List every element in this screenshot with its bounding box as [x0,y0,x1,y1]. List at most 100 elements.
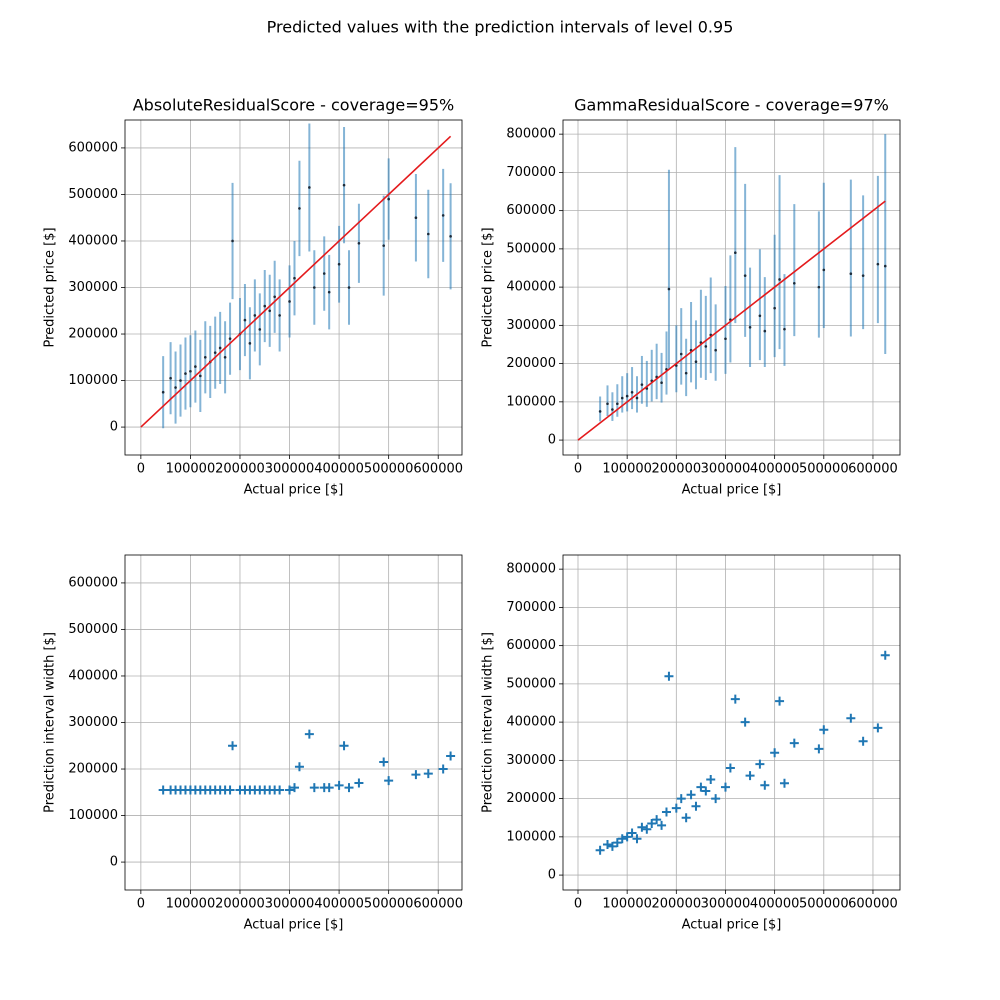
point [344,783,354,793]
point [763,329,767,333]
y-tick-label: 300000 [506,753,556,768]
point [293,276,296,280]
point [679,352,683,356]
x-tick-label: 200000 [215,462,265,477]
x-tick-label: 100000 [602,897,652,912]
point [322,272,326,275]
y-tick-label: 300000 [68,715,118,730]
point [819,725,829,735]
point [278,314,281,317]
subplot-title: AbsoluteResidualScore - coverage=95% [133,96,455,115]
point [711,794,721,804]
y-tick-label: 200000 [506,791,556,806]
y-tick-label: 200000 [68,327,118,342]
x-tick-label: 500000 [799,897,849,912]
y-tick-label: 600000 [68,575,118,590]
point [438,764,448,774]
y-tick-label: 300000 [506,318,556,333]
x-tick-label: 200000 [651,897,701,912]
point [783,327,786,331]
x-tick-label: 400000 [314,897,364,912]
subplot: 0 100000 200000 300000 400000 500000 600000010… [43,554,463,933]
point [873,723,883,733]
y-tick-label: 200000 [68,762,118,777]
point [730,694,740,704]
x-tick-label: 0 [137,462,145,477]
point [275,785,285,795]
point [775,696,785,706]
point [706,774,716,784]
point [616,402,619,406]
point [664,671,674,681]
point [387,197,390,201]
point [817,285,821,289]
point [179,379,182,382]
subplot-title: GammaResidualScore - coverage=97% [574,96,889,115]
point [778,278,781,281]
point [258,328,262,331]
point [327,290,331,294]
point [313,286,316,289]
x-tick-label: 600000 [848,462,898,477]
point [622,832,632,842]
point [169,376,172,380]
point [635,396,639,400]
x-tick-label: 100000 [166,897,216,912]
subplot: 0 100000 200000 300000 400000 500000 600000010… [43,96,464,498]
point [243,318,247,322]
point [189,369,192,373]
point [161,390,165,394]
point [637,822,647,832]
y-tick-label: 400000 [68,233,118,248]
point [617,834,627,844]
x-tick-label: 0 [137,897,145,912]
y-axis-label: Prediction interval width [$] [481,632,496,813]
point [876,262,880,266]
point [743,274,747,277]
point [308,186,311,189]
y-tick-label: 700000 [506,165,556,180]
x-tick-label: 400000 [314,462,364,477]
subplot: 0 100000 200000 300000 400000 500000 600000010… [481,96,901,498]
point [748,325,752,329]
point [298,207,301,210]
point [760,780,770,790]
y-tick-label: 700000 [506,600,556,615]
point [734,251,737,254]
subplot: 0 100000 200000 300000 400000 500000 600000010… [481,554,901,933]
point [861,274,865,277]
point [203,355,207,359]
point [691,801,701,811]
point [681,813,691,823]
point [223,355,227,359]
x-tick-label: 300000 [701,462,751,477]
y-tick-label: 0 [548,868,556,883]
y-axis-label: Prediction interval width [$] [43,632,58,813]
point [598,410,602,413]
y-tick-label: 300000 [68,280,118,295]
point [701,786,711,796]
point [441,214,445,217]
point [423,769,433,779]
x-tick-label: 500000 [364,462,414,477]
point [228,741,238,751]
point [382,244,385,247]
y-tick-label: 0 [110,420,118,435]
point [446,751,456,761]
y-tick-label: 0 [548,433,556,448]
x-tick-label: 300000 [701,897,751,912]
point [684,371,688,375]
point [268,309,272,313]
y-tick-label: 500000 [506,676,556,691]
point [384,776,394,786]
point [630,390,634,394]
point [612,838,622,848]
y-tick-label: 800000 [506,127,556,142]
point [846,713,856,723]
point [620,396,624,400]
point [822,268,826,272]
y-tick-label: 100000 [506,394,556,409]
x-tick-label: 0 [574,897,582,912]
point [357,241,361,245]
x-tick-label: 100000 [166,462,216,477]
